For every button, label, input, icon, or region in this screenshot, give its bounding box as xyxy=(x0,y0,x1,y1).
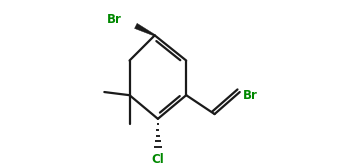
Text: Br: Br xyxy=(243,89,258,102)
Polygon shape xyxy=(135,23,155,36)
Text: Cl: Cl xyxy=(151,153,164,166)
Text: Br: Br xyxy=(107,13,122,26)
